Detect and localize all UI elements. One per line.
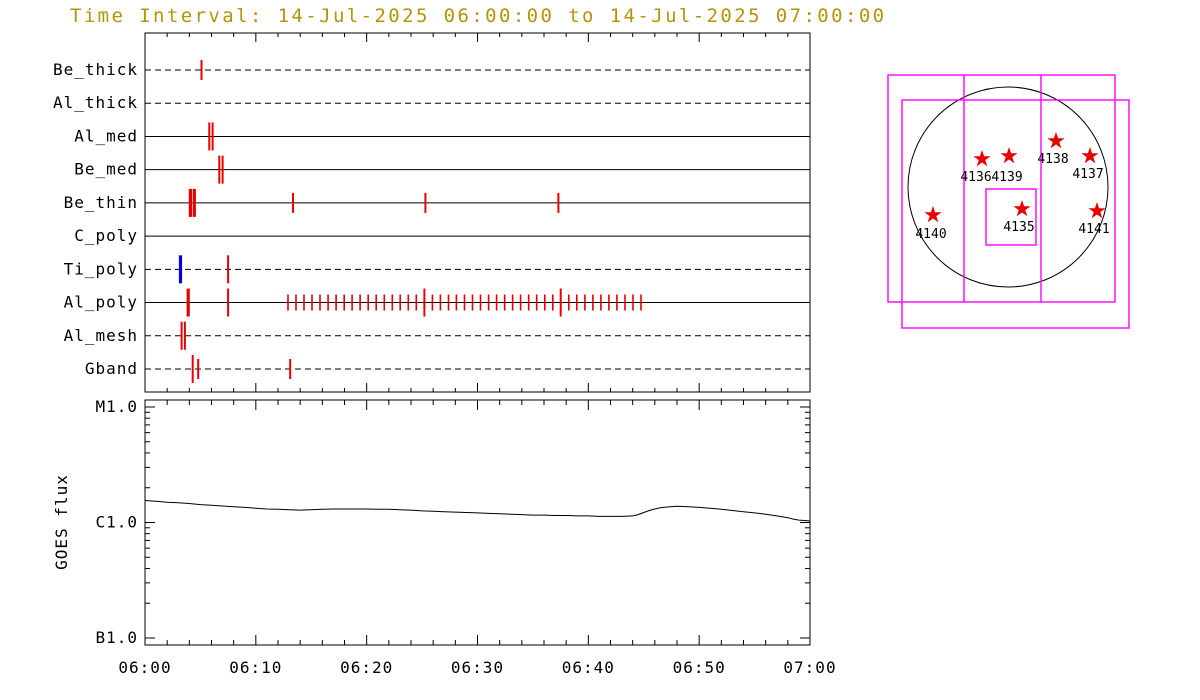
- filter-timeline-panel: Be_thick Al_thick Al_med Be_med Be_thin C_pol…: [53, 32, 811, 393]
- solar-limb-circle: [907, 86, 1109, 288]
- goes-flux-axis-title: GOES flux: [52, 474, 71, 570]
- active-region-star: [1081, 147, 1099, 164]
- plot-title: Time Interval: 14-Jul-2025 06:00:00 to 1…: [70, 5, 887, 27]
- goes-flux-curve: [144, 500, 811, 522]
- filter-row-label: Be_thin: [64, 193, 138, 212]
- active-region-star: [973, 150, 991, 167]
- active-region-star: [1047, 132, 1065, 149]
- active-region-label: 4141: [1078, 222, 1109, 237]
- y-axis-tick-label: C1.0: [95, 513, 138, 532]
- filter-row-label: Ti_poly: [64, 259, 138, 278]
- active-region-label: 4138: [1037, 152, 1068, 167]
- filter-row-label: Be_thick: [53, 60, 138, 79]
- active-region-label: 4135: [1003, 220, 1034, 235]
- x-axis-tick-label: 06:30: [451, 658, 504, 677]
- filter-row-label: Gband: [85, 359, 138, 378]
- solar-pointing-panel: 4136 4139 4138 4137 4140 4135 4141: [887, 74, 1130, 329]
- filter-row-label: Al_med: [74, 126, 138, 145]
- active-region-label: 4136: [960, 170, 991, 185]
- active-region-star: [1000, 147, 1018, 164]
- y-axis-tick-label: B1.0: [95, 628, 138, 647]
- active-region-star: [1013, 200, 1031, 217]
- xrt-fov-box: [901, 99, 1130, 329]
- filter-row-label: Al_poly: [64, 293, 138, 312]
- active-region-label: 4139: [991, 170, 1022, 185]
- x-axis-tick-label: 06:50: [673, 658, 726, 677]
- filter-row-label: Be_med: [74, 160, 138, 179]
- filter-row-label: C_poly: [74, 226, 138, 245]
- x-axis-tick-label: 06:20: [340, 658, 393, 677]
- y-axis-tick-label: M1.0: [95, 397, 138, 416]
- goes-flux-panel: 06:00 06:10 06:20 06:30 06:40 06:50 07:00 M1.0 C…: [52, 397, 836, 677]
- active-region-star: [1088, 202, 1106, 219]
- active-region-label: 4137: [1072, 167, 1103, 182]
- filter-row-label: Al_thick: [53, 93, 138, 112]
- x-axis-tick-label: 07:00: [783, 658, 836, 677]
- active-region-label: 4140: [915, 227, 946, 242]
- active-region-star: [924, 206, 942, 223]
- x-axis-tick-label: 06:10: [229, 658, 282, 677]
- x-axis-tick-label: 06:00: [118, 658, 171, 677]
- x-axis-tick-label: 06:40: [562, 658, 615, 677]
- xrt-fov-box: [887, 74, 1116, 303]
- filter-row-label: Al_mesh: [64, 326, 138, 345]
- xrt-fov-box: [985, 188, 1037, 246]
